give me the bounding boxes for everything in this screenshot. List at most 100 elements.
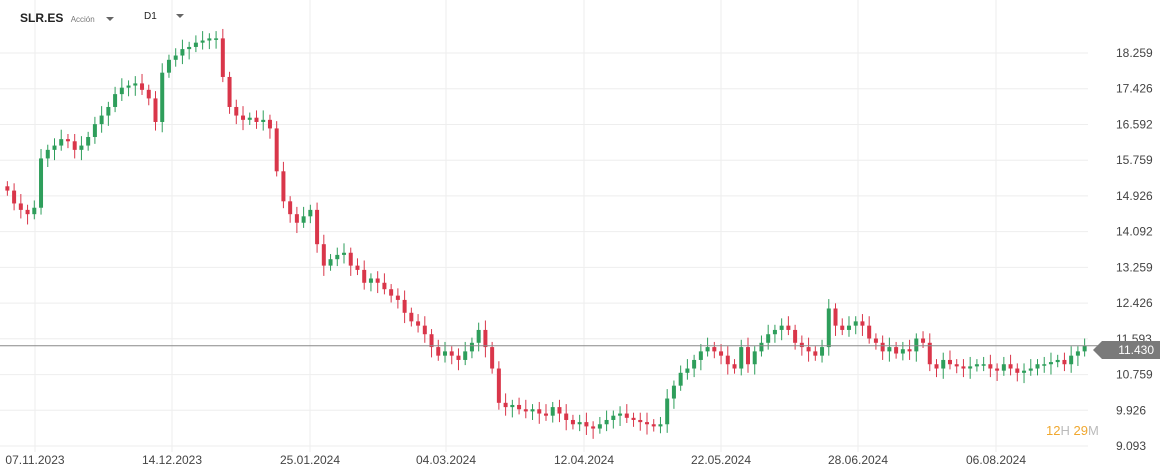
countdown-minutes: 29	[1073, 423, 1088, 438]
candle-body	[719, 351, 724, 356]
candle-body	[45, 149, 50, 159]
candle-body	[517, 404, 522, 410]
instrument-type: Acción	[70, 15, 95, 24]
candle-body	[813, 351, 818, 356]
y-axis: 18.259 17.426 16.592 15.759 14.926 14.092 13.2…	[1116, 46, 1153, 453]
timeframe-label: D1	[144, 11, 157, 22]
candle-body	[79, 145, 84, 150]
candle-body	[799, 342, 804, 348]
candle-body	[611, 415, 616, 420]
candle-body	[166, 59, 171, 73]
y-tick-label: 10.759	[1116, 368, 1153, 382]
current-price-tag: 11.430	[1093, 341, 1160, 359]
candle-body	[200, 40, 205, 43]
candle-body	[274, 128, 279, 172]
candle-body	[927, 342, 932, 365]
candle-body	[395, 295, 400, 300]
x-tick-label: 25.01.2024	[280, 453, 340, 467]
candle-body	[348, 252, 353, 266]
candle-body	[988, 364, 993, 369]
candle-body	[1048, 362, 1053, 365]
candle-body	[496, 368, 501, 403]
candle-body	[1008, 364, 1013, 369]
x-tick-label: 28.06.2024	[828, 453, 888, 467]
candle-body	[671, 385, 676, 399]
candle-body	[106, 106, 111, 116]
candle-body	[867, 325, 872, 339]
candle-body	[429, 334, 434, 348]
symbol-selector[interactable]: SLR.ES Acción	[20, 11, 115, 25]
candle-body	[597, 424, 602, 429]
x-tick-label: 12.04.2024	[554, 453, 614, 467]
candle-body	[752, 351, 757, 365]
symbol-name: SLR.ES	[20, 11, 64, 25]
candles	[5, 28, 1087, 439]
candle-body	[59, 139, 64, 146]
candle-body	[443, 351, 448, 356]
candle-body	[833, 308, 838, 326]
candle-body	[5, 186, 10, 191]
candle-body	[490, 347, 495, 369]
candle-body	[880, 342, 885, 352]
candle-body	[227, 76, 232, 107]
y-tick-label: 17.426	[1116, 82, 1153, 96]
candle-body	[1055, 359, 1060, 363]
candle-body	[644, 422, 649, 425]
candle-body	[65, 139, 70, 142]
candle-body	[651, 424, 656, 427]
candle-body	[32, 207, 37, 215]
candle-body	[12, 190, 17, 204]
candle-body	[941, 359, 946, 369]
candle-body	[907, 349, 912, 352]
tag-arrow-icon	[1093, 341, 1102, 359]
candle-body	[860, 321, 865, 326]
candle-body	[981, 364, 986, 366]
candle-body	[86, 136, 91, 146]
candle-body	[1042, 364, 1047, 366]
candle-body	[921, 338, 926, 343]
candle-body	[301, 216, 306, 223]
grid-lines	[0, 0, 1088, 452]
candle-body	[469, 342, 474, 352]
candle-body	[241, 115, 246, 120]
candle-body	[846, 325, 851, 330]
candle-body	[362, 269, 367, 283]
countdown-hours: 12	[1046, 423, 1061, 438]
candle-body	[934, 364, 939, 369]
candle-body	[193, 42, 198, 47]
candle-body	[1001, 364, 1006, 371]
y-tick-label: 18.259	[1116, 46, 1153, 60]
y-tick-label: 16.592	[1116, 117, 1153, 131]
candle-body	[550, 407, 555, 416]
candle-body	[591, 426, 596, 429]
candle-body	[618, 413, 623, 416]
candle-body	[321, 244, 326, 266]
y-tick-label: 9.093	[1116, 439, 1146, 453]
candle-body	[786, 325, 791, 330]
candle-body	[1069, 355, 1074, 365]
candle-body	[1022, 370, 1027, 373]
candle-body	[584, 422, 589, 427]
countdown-m: M	[1087, 423, 1099, 438]
chevron-down-icon	[106, 16, 115, 21]
candle-body	[658, 424, 663, 427]
candle-body	[968, 366, 973, 369]
candle-countdown: 12H 29M	[1046, 423, 1099, 438]
candle-body	[281, 171, 286, 202]
candle-body	[1062, 359, 1067, 365]
candle-body	[624, 413, 629, 418]
candle-body	[974, 364, 979, 367]
candle-body	[692, 359, 697, 369]
candle-body	[39, 158, 44, 208]
timeframe-selector[interactable]: D1	[144, 11, 184, 22]
candle-body	[335, 254, 340, 260]
candle-body	[678, 372, 683, 386]
candle-body	[1035, 364, 1040, 369]
candle-body	[133, 83, 138, 86]
candle-body	[604, 419, 609, 425]
x-tick-label: 07.11.2023	[5, 453, 64, 467]
x-tick-label: 14.12.2023	[142, 453, 202, 467]
candle-body	[564, 413, 569, 420]
candle-body	[732, 364, 737, 369]
